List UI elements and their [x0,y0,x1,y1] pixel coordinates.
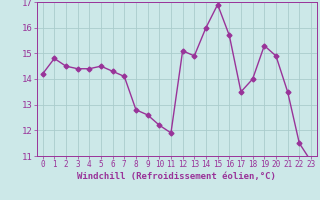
X-axis label: Windchill (Refroidissement éolien,°C): Windchill (Refroidissement éolien,°C) [77,172,276,181]
